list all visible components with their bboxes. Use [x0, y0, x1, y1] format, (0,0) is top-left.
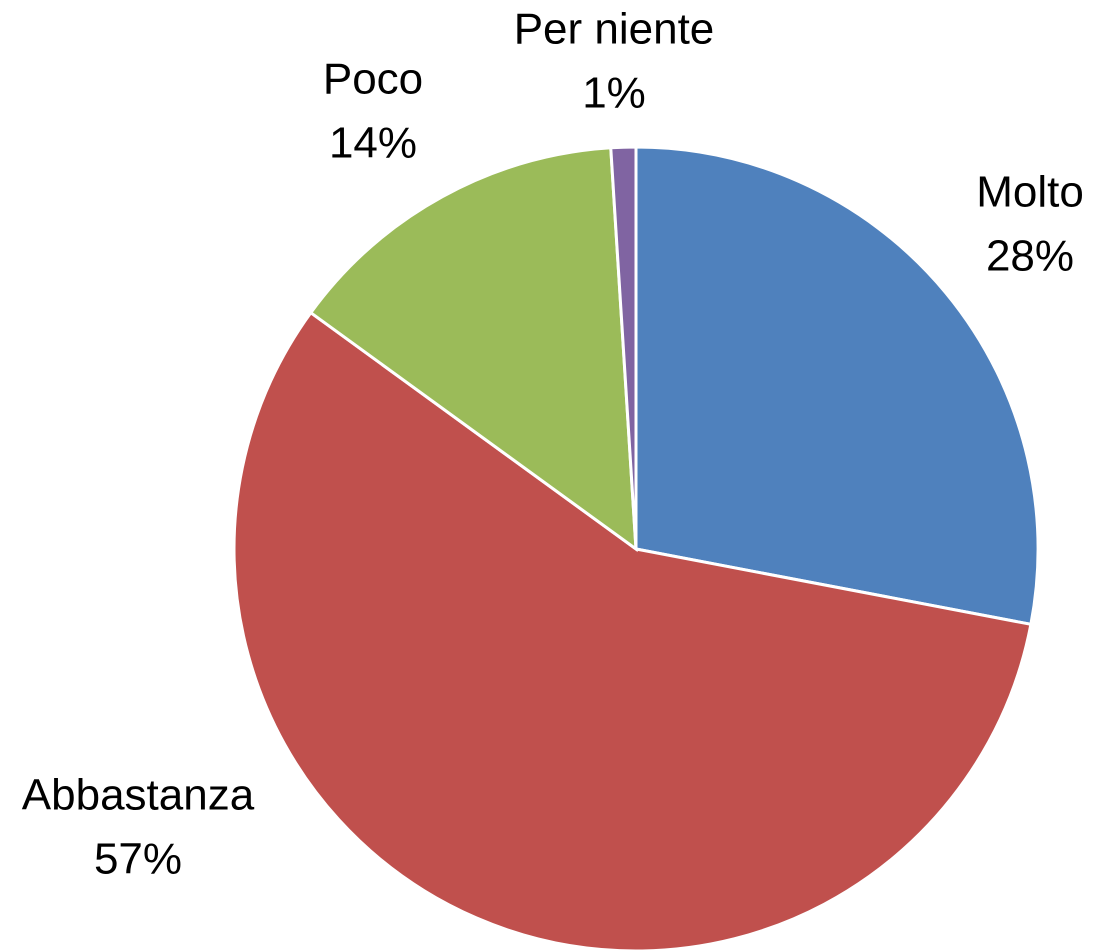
category-label: Abbastanza: [22, 771, 255, 820]
pie-slice: [634, 145, 1040, 627]
category-label: Per niente: [514, 5, 715, 54]
value-label: 1%: [582, 69, 646, 118]
category-label: Molto: [976, 168, 1084, 217]
pie-slice: [609, 145, 638, 550]
pie-slice: [232, 310, 1033, 950]
value-label: 28%: [986, 232, 1074, 281]
value-label: 57%: [94, 835, 182, 884]
pie-slice: [308, 146, 638, 553]
value-label: 14%: [329, 119, 417, 168]
category-label: Poco: [323, 55, 423, 104]
